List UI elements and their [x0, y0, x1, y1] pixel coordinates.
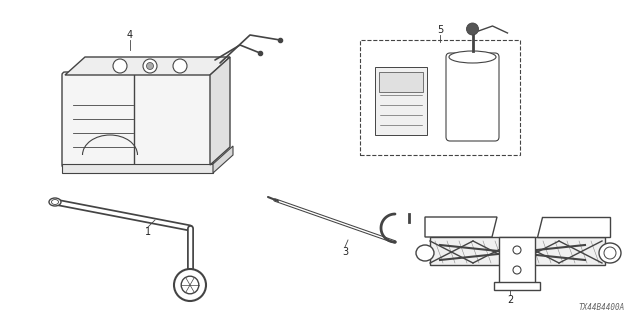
Ellipse shape	[599, 243, 621, 263]
Text: 2: 2	[507, 295, 513, 305]
Text: 1: 1	[145, 227, 151, 237]
Polygon shape	[213, 146, 233, 173]
Bar	[499, 237, 535, 285]
Bar	[379, 72, 423, 92]
Ellipse shape	[49, 198, 61, 206]
Ellipse shape	[604, 247, 616, 259]
Circle shape	[513, 266, 521, 274]
Circle shape	[513, 246, 521, 254]
Ellipse shape	[416, 245, 434, 261]
Bar	[494, 282, 540, 290]
Circle shape	[173, 59, 187, 73]
Polygon shape	[425, 217, 497, 237]
Circle shape	[467, 23, 479, 35]
Bar	[375, 67, 427, 135]
Text: 4: 4	[127, 30, 133, 40]
Circle shape	[181, 276, 199, 294]
Polygon shape	[65, 57, 230, 75]
Ellipse shape	[449, 51, 496, 63]
FancyBboxPatch shape	[62, 72, 148, 168]
Polygon shape	[537, 217, 610, 237]
Text: 3: 3	[342, 247, 348, 257]
Text: 5: 5	[437, 25, 443, 35]
Circle shape	[147, 62, 154, 69]
FancyBboxPatch shape	[134, 72, 213, 168]
Bar	[360, 40, 520, 155]
Polygon shape	[210, 57, 230, 165]
Circle shape	[174, 269, 206, 301]
Text: TX44B4400A: TX44B4400A	[579, 303, 625, 312]
Bar	[62, 164, 213, 173]
FancyBboxPatch shape	[446, 53, 499, 141]
Polygon shape	[430, 237, 605, 265]
Ellipse shape	[51, 199, 58, 204]
Circle shape	[143, 59, 157, 73]
Circle shape	[113, 59, 127, 73]
